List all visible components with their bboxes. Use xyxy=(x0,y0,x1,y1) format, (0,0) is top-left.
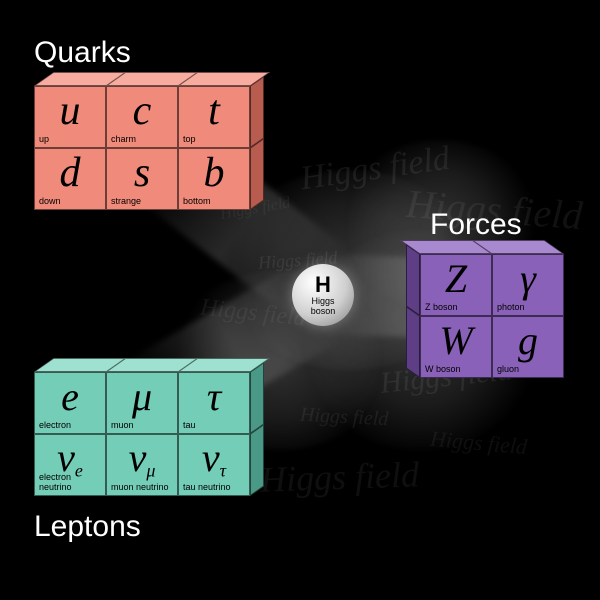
particle-label: W boson xyxy=(421,364,491,377)
higgs-label: Higgsboson xyxy=(311,297,336,316)
lepton-cube: νμ muon neutrino xyxy=(106,434,178,496)
particle-label: bottom xyxy=(179,196,249,209)
particle-label: photon xyxy=(493,302,563,315)
force-cube: γ photon xyxy=(492,254,564,316)
lepton-cube: ντ tau neutrino xyxy=(178,434,250,496)
particle-symbol: b xyxy=(204,152,225,194)
particle-label: muon neutrino xyxy=(107,482,177,495)
heading-leptons: Leptons xyxy=(34,510,141,544)
particle-symbol: Z xyxy=(445,259,467,299)
particle-label: gluon xyxy=(493,364,563,377)
force-cube: W W boson xyxy=(420,316,492,378)
particle-label: charm xyxy=(107,134,177,147)
quark-cube: s strange xyxy=(106,148,178,210)
particle-label: muon xyxy=(107,420,177,433)
quark-cube: t top xyxy=(178,86,250,148)
particle-symbol: νe xyxy=(57,439,83,480)
quark-cube: d down xyxy=(34,148,106,210)
particle-symbol: τ xyxy=(207,377,221,417)
diagram-stage: Higgs field Higgs field Higgs field Higgs f… xyxy=(0,0,600,600)
lepton-cube: νeelectron neutrino xyxy=(34,434,106,496)
force-cube: g gluon xyxy=(492,316,564,378)
higgs-field-text: Higgs field xyxy=(259,453,419,501)
higgs-field-text: Higgs field xyxy=(299,404,388,432)
higgs-field-text: Higgs field xyxy=(199,295,307,333)
particle-symbol: νμ xyxy=(129,439,156,480)
higgs-boson-sphere: H Higgsboson xyxy=(292,264,354,326)
quarks-group: u up c charm t top d down s strange b bottom xyxy=(34,86,250,210)
quark-cube: c charm xyxy=(106,86,178,148)
particle-label: electron xyxy=(35,420,105,433)
lepton-cube: τ tau xyxy=(178,372,250,434)
particle-symbol: ντ xyxy=(202,439,226,480)
particle-label: down xyxy=(35,196,105,209)
particle-label: top xyxy=(179,134,249,147)
particle-symbol: u xyxy=(60,90,81,132)
particle-symbol: t xyxy=(208,90,220,132)
quark-cube: u up xyxy=(34,86,106,148)
particle-label: up xyxy=(35,134,105,147)
higgs-symbol: H xyxy=(315,274,331,296)
force-cube: Z Z boson xyxy=(420,254,492,316)
lepton-cube: μ muon xyxy=(106,372,178,434)
particle-label: tau xyxy=(179,420,249,433)
particle-symbol: e xyxy=(61,377,79,417)
heading-quarks: Quarks xyxy=(34,36,131,70)
forces-group: Z Z boson γ photon W W boson g gluon xyxy=(420,254,564,378)
higgs-field-text: Higgs field xyxy=(429,426,528,460)
leptons-group: e electron μ muon τ tau νeelectron neutrino νμ m… xyxy=(34,372,250,496)
particle-label: strange xyxy=(107,196,177,209)
particle-symbol: s xyxy=(134,152,150,194)
particle-symbol: g xyxy=(518,321,538,361)
higgs-field-text: Higgs field xyxy=(298,140,452,199)
particle-label: Z boson xyxy=(421,302,491,315)
particle-symbol: γ xyxy=(520,259,536,299)
particle-symbol: W xyxy=(439,321,472,361)
particle-symbol: μ xyxy=(132,377,152,417)
particle-label: tau neutrino xyxy=(179,482,249,495)
heading-forces: Forces xyxy=(430,208,522,242)
lepton-cube: e electron xyxy=(34,372,106,434)
quark-cube: b bottom xyxy=(178,148,250,210)
particle-symbol: d xyxy=(60,152,81,194)
particle-symbol: c xyxy=(133,90,152,132)
